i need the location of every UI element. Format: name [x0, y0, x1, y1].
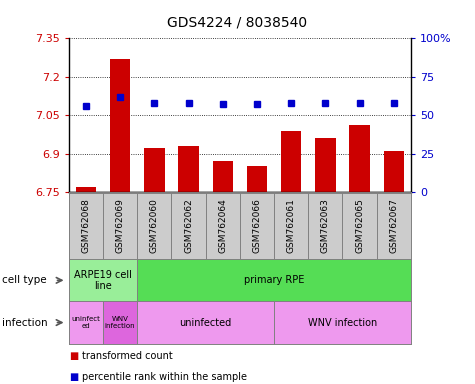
- Text: GSM762063: GSM762063: [321, 198, 330, 253]
- Bar: [315, 138, 336, 192]
- Text: GSM762060: GSM762060: [150, 198, 159, 253]
- Bar: [110, 59, 131, 192]
- Text: uninfect
ed: uninfect ed: [72, 316, 100, 329]
- Bar: [281, 131, 302, 192]
- Text: cell type: cell type: [2, 275, 47, 285]
- Text: primary RPE: primary RPE: [244, 275, 304, 285]
- Text: GSM762067: GSM762067: [390, 198, 398, 253]
- Text: percentile rank within the sample: percentile rank within the sample: [82, 372, 247, 382]
- Text: GSM762066: GSM762066: [253, 198, 261, 253]
- Text: GSM762062: GSM762062: [184, 198, 193, 253]
- Text: transformed count: transformed count: [82, 351, 173, 361]
- Bar: [144, 149, 165, 192]
- Text: uninfected: uninfected: [180, 318, 232, 328]
- Text: WNV
infection: WNV infection: [105, 316, 135, 329]
- Bar: [76, 187, 96, 192]
- Bar: [383, 151, 404, 192]
- Bar: [349, 126, 370, 192]
- Text: infection: infection: [2, 318, 48, 328]
- Bar: [178, 146, 199, 192]
- Text: ARPE19 cell
line: ARPE19 cell line: [74, 270, 132, 291]
- Text: GSM762069: GSM762069: [116, 198, 124, 253]
- Bar: [212, 161, 233, 192]
- Text: GSM762065: GSM762065: [355, 198, 364, 253]
- Text: ■: ■: [69, 351, 78, 361]
- Text: GSM762064: GSM762064: [218, 198, 227, 253]
- Bar: [247, 166, 267, 192]
- Text: GSM762068: GSM762068: [82, 198, 90, 253]
- Text: GDS4224 / 8038540: GDS4224 / 8038540: [167, 15, 308, 29]
- Text: ■: ■: [69, 372, 78, 382]
- Text: GSM762061: GSM762061: [287, 198, 295, 253]
- Text: WNV infection: WNV infection: [308, 318, 377, 328]
